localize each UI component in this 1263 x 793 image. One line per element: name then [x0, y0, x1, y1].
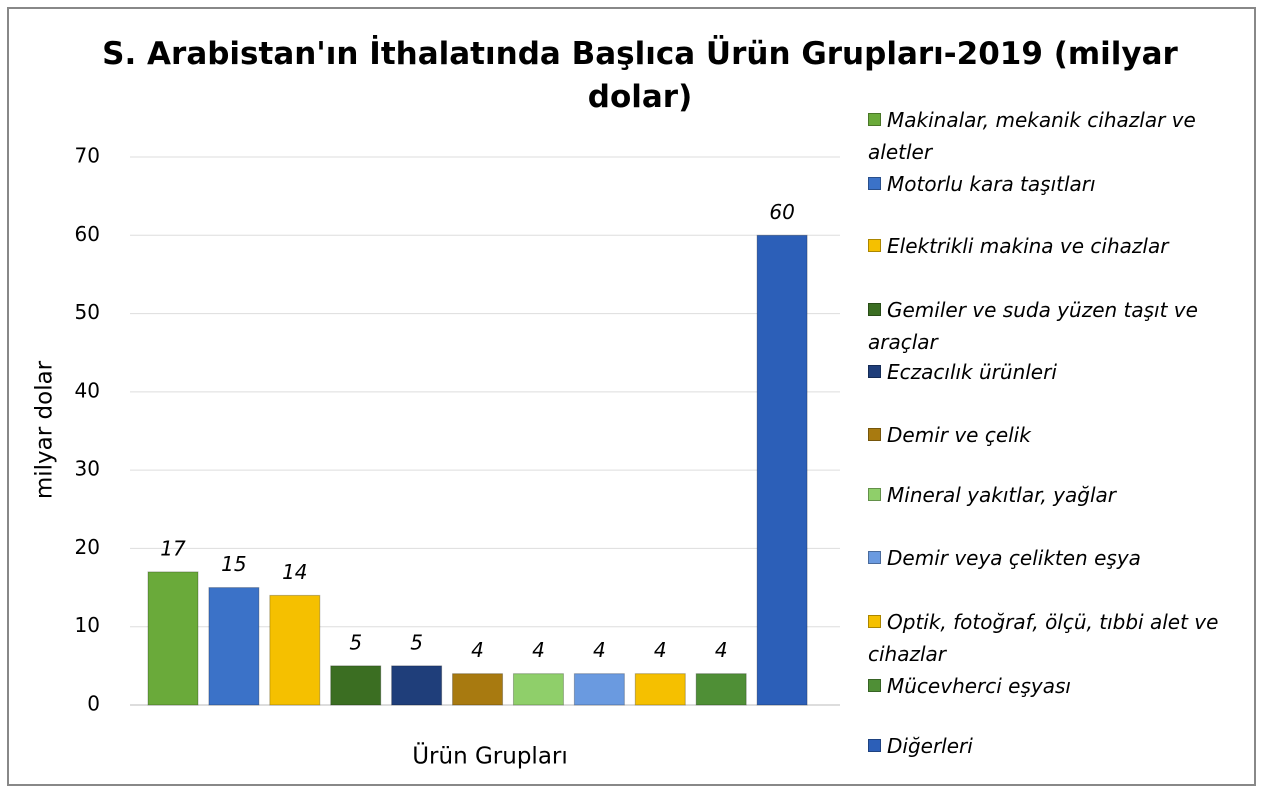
legend-entry: Demir ve çelik [868, 419, 1248, 451]
legend-label: Demir ve çelik [887, 423, 1031, 447]
legend-entry: Makinalar, mekanik cihazlar ve aletler [868, 104, 1248, 168]
legend-swatch [868, 365, 881, 378]
bar [634, 673, 686, 706]
legend-entry: Diğerleri [868, 730, 1248, 762]
legend-label: Gemiler ve suda yüzen taşıt ve araçlar [868, 298, 1198, 354]
legend-swatch [868, 177, 881, 190]
legend-swatch [868, 239, 881, 252]
legend-swatch [868, 551, 881, 564]
y-tick-label: 60 [75, 222, 100, 246]
x-axis-label: Ürün Grupları [412, 742, 568, 770]
legend-swatch [868, 739, 881, 752]
data-label: 4 [471, 638, 484, 662]
data-label: 5 [349, 630, 362, 654]
legend-entry: Eczacılık ürünleri [868, 356, 1248, 388]
legend-swatch [868, 428, 881, 441]
y-axis-label: milyar dolar [32, 360, 58, 499]
legend-swatch [868, 488, 881, 501]
data-label: 4 [593, 638, 606, 662]
legend-label: Elektrikli makina ve cihazlar [887, 234, 1169, 258]
legend-label: Makinalar, mekanik cihazlar ve aletler [868, 108, 1196, 164]
bar [330, 665, 382, 706]
bar [695, 673, 747, 706]
legend-entry: Optik, fotoğraf, ölçü, tıbbi alet ve cih… [868, 606, 1248, 670]
data-label: 4 [715, 638, 728, 662]
legend-swatch [868, 615, 881, 628]
legend-entry: Motorlu kara taşıtları [868, 168, 1248, 200]
legend-label: Eczacılık ürünleri [887, 360, 1057, 384]
bar [391, 665, 443, 706]
bar [512, 673, 564, 706]
legend-label: Motorlu kara taşıtları [887, 172, 1096, 196]
y-tick-label: 10 [75, 613, 100, 637]
bar [147, 571, 199, 706]
legend-entry: Elektrikli makina ve cihazlar [868, 230, 1248, 262]
y-tick-label: 70 [75, 144, 100, 168]
legend-label: Mineral yakıtlar, yağlar [887, 483, 1116, 507]
y-tick-label: 0 [87, 692, 100, 716]
bar [452, 673, 504, 706]
data-label: 4 [654, 638, 667, 662]
legend-label: Mücevherci eşyası [887, 674, 1071, 698]
y-tick-label: 40 [75, 378, 100, 402]
data-label: 5 [410, 630, 423, 654]
bar [208, 587, 260, 706]
chart-title: S. Arabistan'ın İthalatında Başlıca Ürün… [102, 35, 1178, 115]
y-tick-label: 50 [75, 300, 100, 324]
data-label: 4 [532, 638, 545, 662]
data-label: 17 [160, 536, 186, 560]
data-label: 15 [221, 552, 246, 576]
legend-label: Diğerleri [887, 734, 973, 758]
legend-entry: Demir veya çelikten eşya [868, 542, 1248, 574]
legend-swatch [868, 303, 881, 316]
data-label: 60 [769, 200, 794, 224]
legend-swatch [868, 679, 881, 692]
data-label: 14 [282, 560, 307, 584]
legend-entry: Mücevherci eşyası [868, 670, 1248, 702]
bar [573, 673, 625, 706]
legend-label: Optik, fotoğraf, ölçü, tıbbi alet ve cih… [868, 610, 1219, 666]
legend-label: Demir veya çelikten eşya [887, 546, 1141, 570]
bar [269, 594, 321, 706]
y-tick-label: 20 [75, 535, 100, 559]
legend-swatch [868, 113, 881, 126]
legend-entry: Mineral yakıtlar, yağlar [868, 479, 1248, 511]
y-tick-label: 30 [75, 457, 100, 481]
bar [756, 234, 808, 706]
legend-entry: Gemiler ve suda yüzen taşıt ve araçlar [868, 294, 1248, 358]
